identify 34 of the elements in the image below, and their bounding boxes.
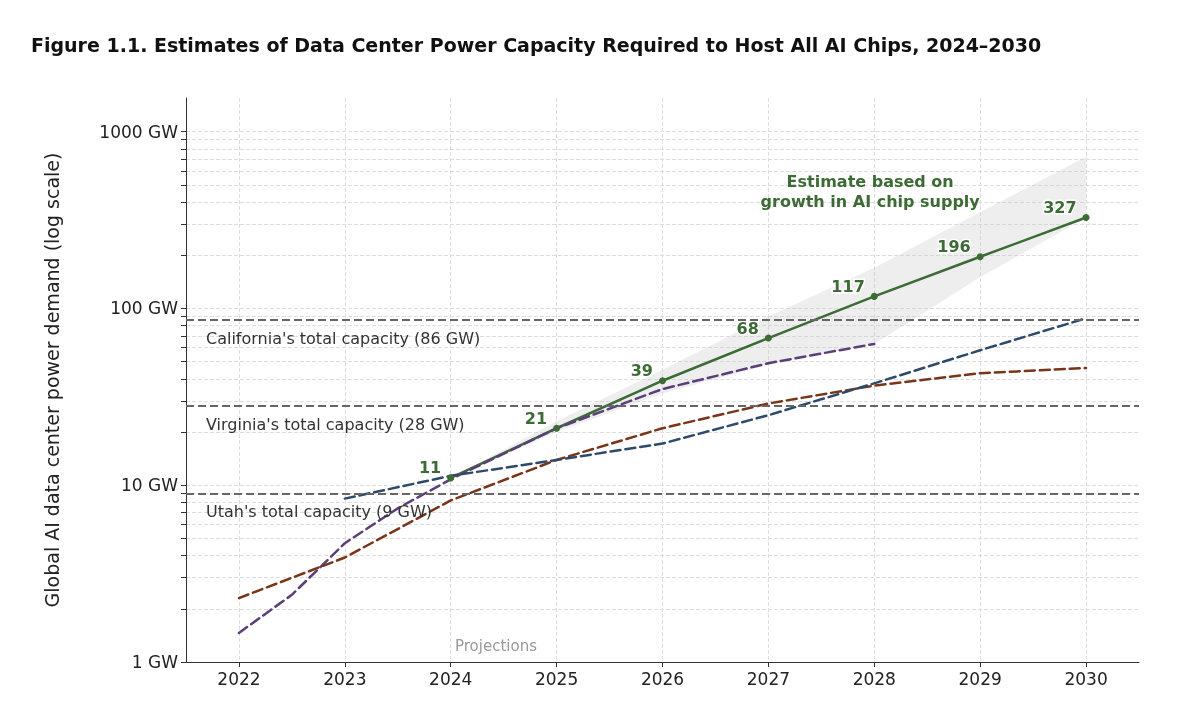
data-label: 117 (831, 276, 865, 296)
data-label: 39 (630, 361, 653, 381)
x-tick-label: 2028 (852, 668, 896, 689)
x-tick-label: 2029 (958, 668, 1002, 689)
x-tick-label: 2024 (429, 668, 473, 689)
point (659, 377, 666, 385)
y-axis-title: Global AI data center power demand (log scale) (40, 152, 63, 608)
y-tick-label: 10 GW (120, 475, 179, 496)
ref-line-label: Utah's total capacity (9 GW) (206, 501, 433, 521)
ref-line-label: Virginia's total capacity (28 GW) (206, 414, 465, 434)
y-tick-label: 1000 GW (99, 121, 179, 142)
point (976, 253, 984, 261)
y-tick-label: 100 GW (110, 298, 179, 319)
y-tick-label: 1 GW (131, 652, 179, 672)
point (553, 424, 561, 432)
annotation: Projections (455, 636, 538, 655)
x-tick-label: 2030 (1064, 668, 1108, 689)
x-tick-label: 2026 (640, 668, 685, 689)
point (764, 334, 772, 342)
point (1082, 213, 1090, 221)
point (447, 474, 455, 482)
x-tick-label: 2027 (746, 668, 791, 689)
point (870, 292, 878, 300)
data-label: 11 (418, 458, 442, 478)
text: Estimate based on growth in AI chip supply (760, 172, 981, 212)
data-label: 21 (524, 408, 548, 428)
x-tick-label: 2025 (534, 668, 579, 689)
chart-title: Figure 1.1. Estimates of Data Center Power Capacity Required to Host All AI Chips, 2024–2030 (31, 33, 1042, 56)
data-label: 327 (1043, 197, 1077, 217)
x-tick-label: 2022 (217, 668, 261, 689)
x-tick-label: 2023 (323, 668, 367, 689)
data-label: 196 (937, 237, 971, 257)
ref-line-label: California's total capacity (86 GW) (206, 328, 481, 348)
data-label: 68 (736, 318, 759, 338)
